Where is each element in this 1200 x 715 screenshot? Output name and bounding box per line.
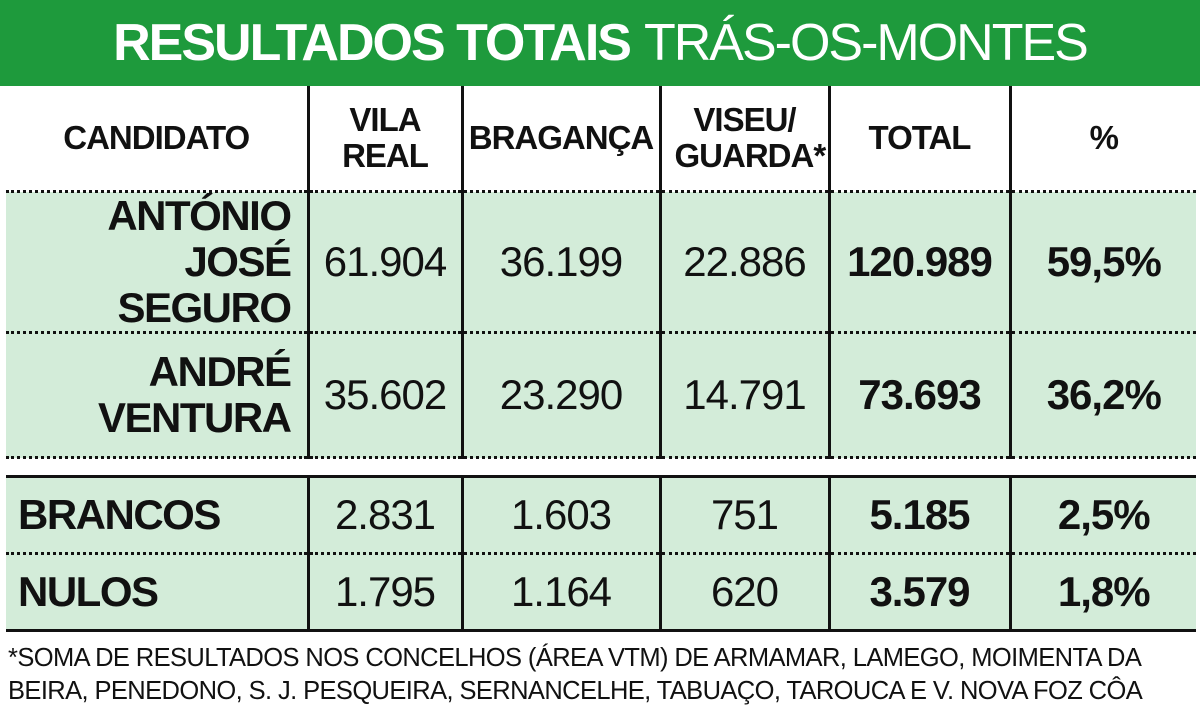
candidate-name: ANTÓNIO JOSÉ SEGURO xyxy=(6,190,308,333)
results-table: CANDIDATO VILA REAL BRAGANÇA VISEU/ GUAR… xyxy=(6,86,1196,632)
cell-vila-real: 61.904 xyxy=(306,190,462,333)
header-row: CANDIDATO VILA REAL BRAGANÇA VISEU/ GUAR… xyxy=(6,86,1196,192)
cell-pct: 59,5% xyxy=(1008,190,1196,333)
cell-braganca: 1.603 xyxy=(460,475,660,554)
cell-pct: 36,2% xyxy=(1008,331,1196,458)
cell-braganca: 23.290 xyxy=(460,331,660,458)
cell-vila-real: 35.602 xyxy=(306,331,462,458)
footnote: *SOMA DE RESULTADOS NOS CONCELHOS (ÁREA … xyxy=(8,644,1143,705)
header-vila-real-label: VILA REAL xyxy=(342,101,429,174)
name-line: VENTURA xyxy=(97,394,292,441)
table-row: NULOS 1.795 1.164 620 3.579 1,8% xyxy=(6,552,1196,632)
cell-pct: 2,5% xyxy=(1008,475,1196,554)
cell-total: 5.185 xyxy=(827,475,1010,554)
header-total: TOTAL xyxy=(827,86,1010,192)
header-pct: % xyxy=(1008,86,1196,192)
name-line: SEGURO xyxy=(117,284,292,331)
cell-viseu-guarda: 751 xyxy=(658,475,829,554)
cell-pct: 1,8% xyxy=(1008,552,1196,632)
cell-total: 73.693 xyxy=(827,331,1010,458)
title-bold: RESULTADOS TOTAIS xyxy=(113,14,632,72)
header-viseu-guarda: VISEU/ GUARDA* xyxy=(658,86,829,192)
cell-vila-real: 1.795 xyxy=(306,552,462,632)
cell-viseu-guarda: 22.886 xyxy=(658,190,829,333)
cell-vila-real: 2.831 xyxy=(306,475,462,554)
title-bar: RESULTADOS TOTAIS TRÁS-OS-MONTES xyxy=(0,0,1200,86)
spacer xyxy=(6,456,1196,477)
title-region: TRÁS-OS-MONTES xyxy=(643,14,1089,72)
header-braganca: BRAGANÇA xyxy=(460,86,660,192)
header-viseu-guarda-label: VISEU/ GUARDA* xyxy=(674,101,827,174)
row-label: NULOS xyxy=(6,552,308,632)
cell-viseu-guarda: 620 xyxy=(658,552,829,632)
cell-total: 3.579 xyxy=(827,552,1010,632)
name-line: ANDRÉ xyxy=(148,348,292,395)
name-line: ANTÓNIO JOSÉ xyxy=(107,192,292,285)
table-row: ANDRÉ VENTURA 35.602 23.290 14.791 73.693… xyxy=(6,331,1196,458)
header-vila-real: VILA REAL xyxy=(306,86,462,192)
candidate-name: ANDRÉ VENTURA xyxy=(6,331,308,458)
row-label: BRANCOS xyxy=(6,475,308,554)
cell-braganca: 36.199 xyxy=(460,190,660,333)
table-row: BRANCOS 2.831 1.603 751 5.185 2,5% xyxy=(6,475,1196,554)
cell-viseu-guarda: 14.791 xyxy=(658,331,829,458)
table-row: ANTÓNIO JOSÉ SEGURO 61.904 36.199 22.886 … xyxy=(6,190,1196,333)
cell-total: 120.989 xyxy=(827,190,1010,333)
spacer-row xyxy=(6,456,1196,477)
header-candidato: CANDIDATO xyxy=(63,119,250,156)
cell-braganca: 1.164 xyxy=(460,552,660,632)
